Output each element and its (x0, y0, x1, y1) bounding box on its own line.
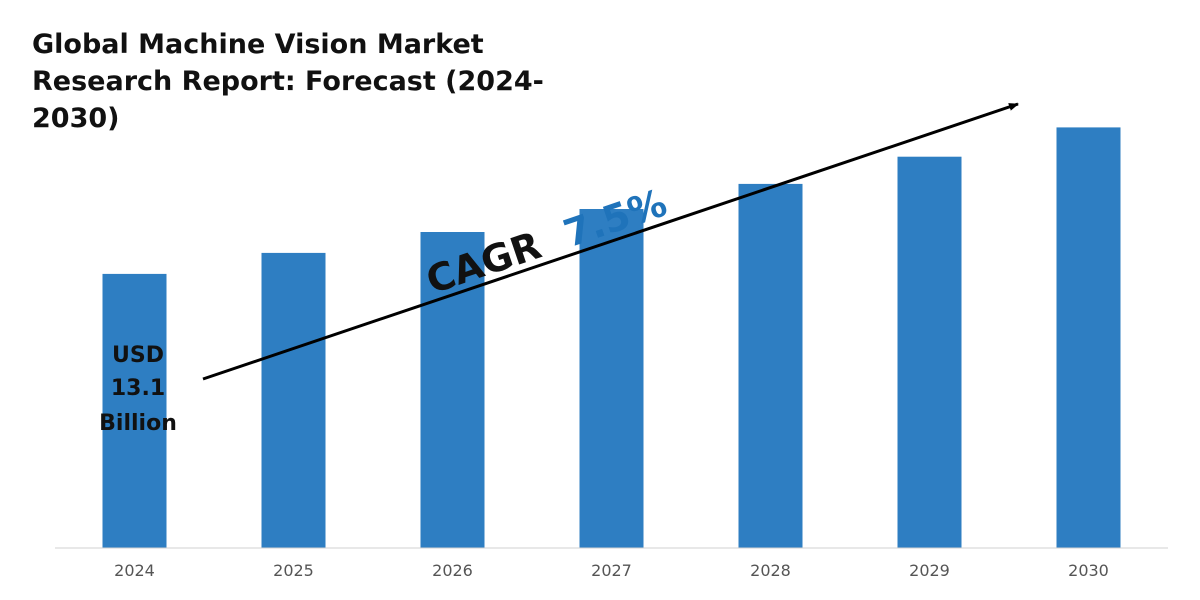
bar-2025 (261, 252, 326, 548)
x-tick-label-2027: 2027 (591, 561, 632, 580)
x-tick-label-2030: 2030 (1068, 561, 1109, 580)
bars (102, 127, 1121, 549)
bar-2030 (1056, 127, 1121, 549)
x-tick-label-2025: 2025 (273, 561, 314, 580)
x-tick-label-2026: 2026 (432, 561, 473, 580)
start-value-number: 13.1 (111, 376, 165, 401)
bar-2027 (579, 209, 644, 548)
bar-2029 (897, 156, 962, 548)
x-tick-label-2024: 2024 (114, 561, 155, 580)
x-tick-label-2028: 2028 (750, 561, 791, 580)
chart-title: Global Machine Vision Market Research Re… (32, 29, 544, 134)
cagr-trend-arrow (202, 102, 1019, 381)
bar-2024 (102, 273, 167, 548)
start-value-unit: Billion (99, 411, 177, 436)
x-axis-tick-labels: 2024 2025 2026 2027 2028 2029 2030 (114, 561, 1109, 580)
bar-2026 (420, 232, 485, 548)
x-tick-label-2029: 2029 (909, 561, 950, 580)
start-value-currency: USD (112, 343, 164, 368)
start-value-annotation: USD 13.1 Billion (99, 343, 177, 436)
bar-2028 (738, 183, 803, 548)
